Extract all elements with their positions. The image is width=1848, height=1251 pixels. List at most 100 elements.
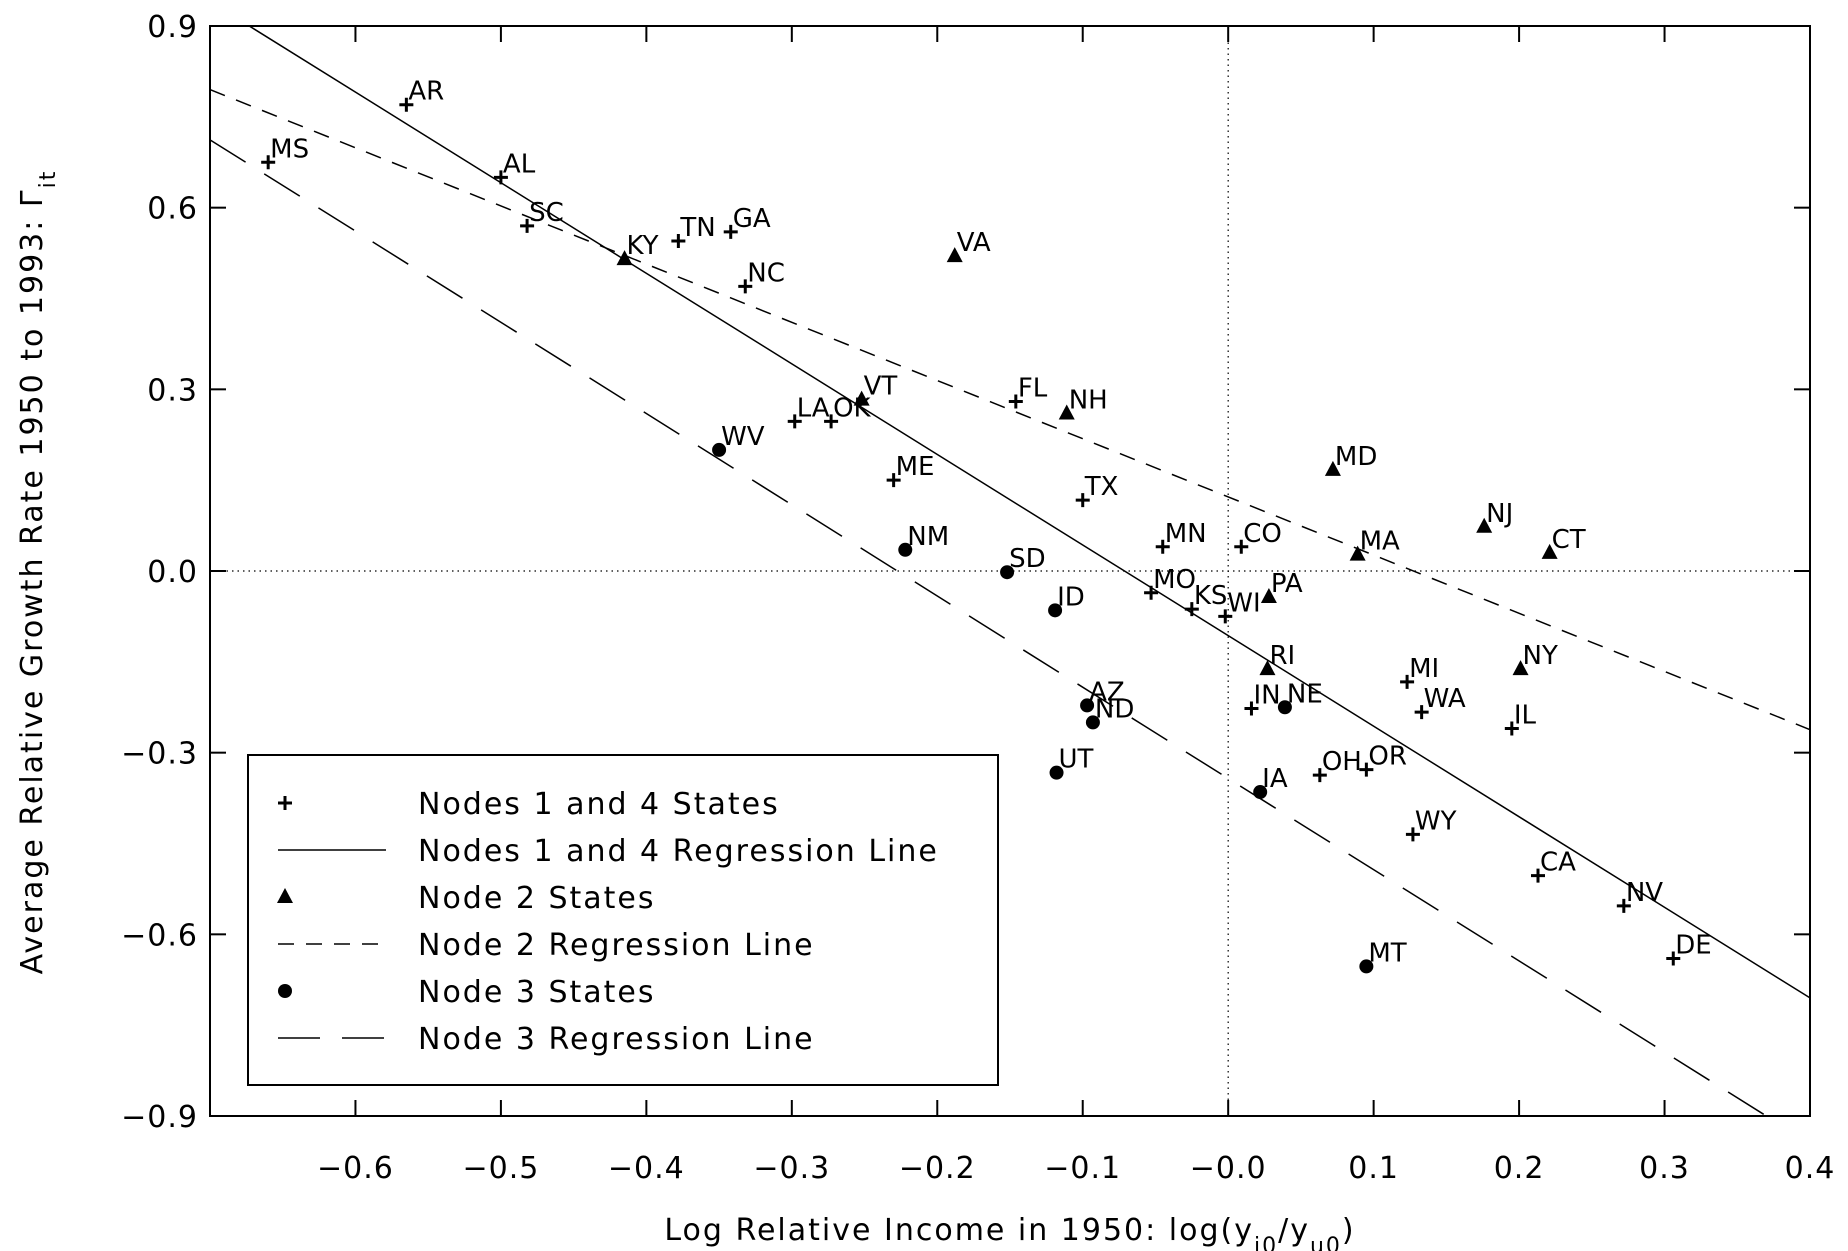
state-point-az [1080, 698, 1095, 713]
state-label-mn: MN [1165, 519, 1207, 549]
state-label-wv: WV [721, 422, 765, 452]
x-tick-label: −0.3 [753, 1151, 830, 1186]
state-label-ms: MS [270, 134, 309, 164]
state-label-sd: SD [1009, 544, 1046, 574]
state-point-wi [1218, 609, 1233, 624]
state-point-oh [1312, 768, 1327, 783]
y-axis-title: Average Relative Growth Rate 1950 to 199… [15, 170, 61, 975]
state-point-ri [1259, 660, 1276, 676]
state-point-nc [738, 279, 753, 294]
state-label-nv: NV [1626, 878, 1663, 908]
state-label-or: OR [1368, 742, 1407, 772]
state-label-nm: NM [907, 522, 949, 552]
y-tick-label: 0.3 [147, 373, 198, 408]
state-point-tx [1075, 493, 1090, 508]
y-tick-label: −0.9 [121, 1100, 198, 1135]
state-label-oh: OH [1322, 747, 1362, 777]
state-label-va: VA [957, 228, 991, 258]
state-point-ms [261, 155, 276, 170]
reference-lines [210, 26, 1810, 1116]
state-label-il: IL [1514, 700, 1537, 730]
state-point-tn [671, 233, 686, 248]
state-label-me: ME [896, 452, 935, 482]
legend-marker-triangle [277, 888, 293, 903]
y-tick-label: −0.3 [121, 737, 198, 772]
state-label-ct: CT [1552, 525, 1586, 555]
state-point-mi [1400, 674, 1415, 689]
y-axis-title-main: Average Relative Growth Rate 1950 to 199… [15, 188, 50, 974]
state-label-mi: MI [1409, 654, 1439, 684]
state-point-sd [1000, 565, 1015, 580]
state-label-sc: SC [529, 198, 564, 228]
state-label-wi: WI [1227, 588, 1260, 618]
x-tick-label: −0.2 [899, 1151, 976, 1186]
x-axis-title-close: ) [1342, 1213, 1356, 1248]
state-label-vt: VT [864, 372, 898, 402]
state-point-ma [1349, 545, 1366, 561]
state-point-ar [399, 97, 414, 112]
state-point-nm [898, 542, 913, 557]
state-label-ca: CA [1540, 848, 1576, 878]
state-point-nv [1616, 898, 1631, 913]
state-label-co: CO [1243, 519, 1282, 549]
y-tick-label: 0.0 [147, 555, 198, 590]
state-point-va [946, 247, 963, 263]
svg-text:Log Relative Income in 1950: l: Log Relative Income in 1950: log(yi0/yu0… [664, 1213, 1355, 1251]
state-label-ma: MA [1360, 527, 1400, 557]
state-point-wv [712, 442, 727, 457]
legend-entry-label: Node 3 States [418, 975, 656, 1010]
x-axis-title-slash: /y [1278, 1213, 1310, 1248]
state-point-nh [1058, 404, 1075, 420]
y-tick-label: 0.6 [147, 192, 198, 227]
state-label-ne: NE [1287, 679, 1323, 709]
state-point-al [493, 170, 508, 185]
x-tick-label: −0.0 [1190, 1151, 1267, 1186]
state-point-de [1666, 951, 1681, 966]
legend-box [247, 754, 999, 1086]
y-tick-label: 0.9 [147, 10, 198, 45]
regression-line [248, 26, 1810, 999]
state-label-de: DE [1675, 931, 1711, 961]
regression-line [210, 88, 1810, 731]
state-label-ks: KS [1194, 581, 1228, 611]
state-label-ar: AR [408, 77, 444, 107]
state-label-wy: WY [1415, 806, 1457, 836]
legend-entry-label: Nodes 1 and 4 States [418, 787, 780, 822]
x-tick-label: 0.2 [1494, 1151, 1545, 1186]
state-point-la [787, 414, 802, 429]
state-label-tn: TN [679, 213, 715, 243]
state-label-wa: WA [1424, 684, 1466, 714]
state-point-or [1359, 762, 1374, 777]
state-point-in [1244, 701, 1259, 716]
state-point-ia [1253, 785, 1268, 800]
state-label-pa: PA [1271, 569, 1303, 599]
state-point-fl [1008, 394, 1023, 409]
state-point-ky [616, 250, 633, 266]
x-axis-title-sub2: u0 [1310, 1234, 1342, 1251]
legend: Nodes 1 and 4 States Nodes 1 and 4 Regres… [247, 754, 999, 1086]
state-label-tx: TX [1084, 472, 1119, 502]
state-label-az: AZ [1089, 677, 1125, 707]
state-label-ut: UT [1059, 745, 1094, 775]
state-point-ga [723, 224, 738, 239]
y-tick-label: −0.6 [121, 918, 198, 953]
state-label-la: LA [797, 393, 830, 423]
regression-line [210, 139, 1767, 1116]
state-point-md [1324, 460, 1341, 476]
state-point-ne [1277, 700, 1292, 715]
state-point-pa [1260, 588, 1277, 604]
x-axis-title-sub1: i0 [1254, 1234, 1278, 1251]
state-point-il [1504, 721, 1519, 736]
x-axis-title: Log Relative Income in 1950: log(yi0/yu0… [664, 1213, 1355, 1251]
state-label-nh: NH [1069, 386, 1108, 416]
state-label-nd: ND [1095, 694, 1134, 724]
state-point-ut [1049, 765, 1064, 780]
state-point-co [1234, 539, 1249, 554]
legend-marker-circle [278, 984, 292, 998]
x-tick-label: 0.3 [1639, 1151, 1690, 1186]
state-point-sc [520, 218, 535, 233]
axis-ticks: −0.6 −0.5 −0.4 −0.3 −0.2 −0.1 −0.0 0.1 0.2 0.3 0.4… [121, 10, 1834, 1186]
x-tick-label: 0.1 [1348, 1151, 1399, 1186]
state-point-ok [824, 414, 839, 429]
